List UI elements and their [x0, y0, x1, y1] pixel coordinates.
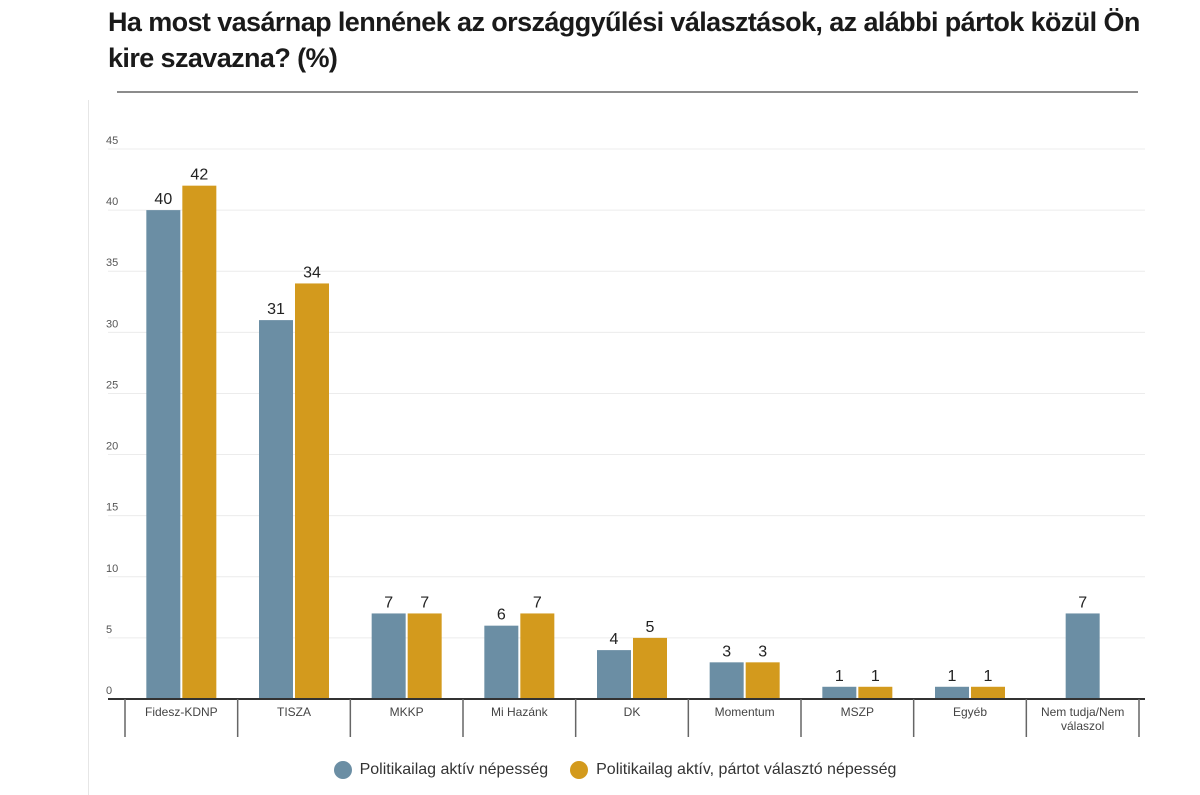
legend-swatch-series-2 — [570, 761, 589, 779]
bar-series-2 — [971, 686, 1005, 699]
x-tick-label: DK — [624, 705, 641, 719]
bar-series-1 — [146, 210, 181, 699]
data-label: 7 — [1078, 594, 1087, 611]
bar-series-2 — [633, 637, 667, 699]
title-divider — [117, 91, 1138, 93]
data-label: 42 — [190, 167, 208, 184]
y-tick-label: 5 — [106, 624, 112, 636]
bar-series-1 — [822, 686, 857, 699]
y-tick-label: 0 — [106, 685, 112, 697]
legend-label-series-2: Politikailag aktív, pártot választó népe… — [596, 761, 897, 778]
data-label: 4 — [610, 631, 619, 648]
bar-series-1 — [935, 686, 969, 699]
y-tick-label: 25 — [106, 379, 118, 391]
bar-series-2 — [295, 283, 329, 699]
data-label: 7 — [533, 594, 542, 611]
data-label: 3 — [722, 643, 731, 660]
x-tick-label: Fidesz-KDNP — [145, 705, 218, 719]
x-tick-label: Mi Hazánk — [491, 705, 549, 719]
bar-series-1 — [259, 320, 293, 699]
bar-series-2 — [745, 662, 780, 699]
data-label: 34 — [303, 264, 321, 281]
y-tick-label: 15 — [106, 502, 118, 514]
legend: Politikailag aktív népesség Politikailag… — [0, 755, 1200, 785]
page-left-border — [88, 100, 89, 795]
bar-series-1 — [484, 625, 519, 699]
bar-series-1 — [1065, 613, 1100, 699]
bar-series-2 — [182, 185, 217, 699]
bar-series-1 — [371, 613, 406, 699]
y-tick-label: 35 — [106, 257, 118, 269]
data-label: 3 — [758, 643, 767, 660]
bar-series-2 — [520, 613, 555, 699]
bar-series-1 — [597, 650, 631, 699]
bar-series-2 — [407, 613, 442, 699]
x-tick-label: Egyéb — [953, 705, 987, 719]
data-label: 1 — [835, 668, 844, 685]
x-tick-label: válaszol — [1061, 719, 1104, 733]
x-tick-label: MSZP — [841, 705, 874, 719]
y-tick-label: 20 — [106, 441, 118, 453]
data-label: 7 — [420, 594, 429, 611]
y-tick-label: 45 — [106, 135, 118, 147]
data-label: 6 — [497, 607, 506, 624]
data-label: 1 — [948, 668, 957, 685]
data-label: 40 — [154, 191, 172, 208]
legend-item-series-2[interactable]: Politikailag aktív, pártot választó népe… — [570, 761, 896, 779]
data-label: 7 — [384, 594, 393, 611]
bar-series-1 — [709, 662, 744, 699]
y-tick-label: 40 — [106, 196, 118, 208]
x-tick-label: MKKP — [390, 705, 424, 719]
y-tick-label: 10 — [106, 563, 118, 575]
legend-label-series-1: Politikailag aktív népesség — [359, 761, 549, 778]
data-label: 1 — [984, 668, 993, 685]
data-label: 1 — [871, 668, 880, 685]
y-tick-label: 30 — [106, 318, 118, 330]
x-tick-label: Momentum — [715, 705, 775, 719]
legend-item-series-1[interactable]: Politikailag aktív népesség — [333, 761, 549, 779]
bar-series-2 — [858, 686, 893, 699]
legend-swatch-series-1 — [333, 761, 352, 779]
data-label: 5 — [646, 619, 655, 636]
x-tick-label: Nem tudja/Nem — [1041, 705, 1124, 719]
data-label: 31 — [267, 301, 285, 318]
chart-title: Ha most vasárnap lennének az országgyűlé… — [108, 7, 1140, 73]
x-tick-label: TISZA — [277, 705, 311, 719]
